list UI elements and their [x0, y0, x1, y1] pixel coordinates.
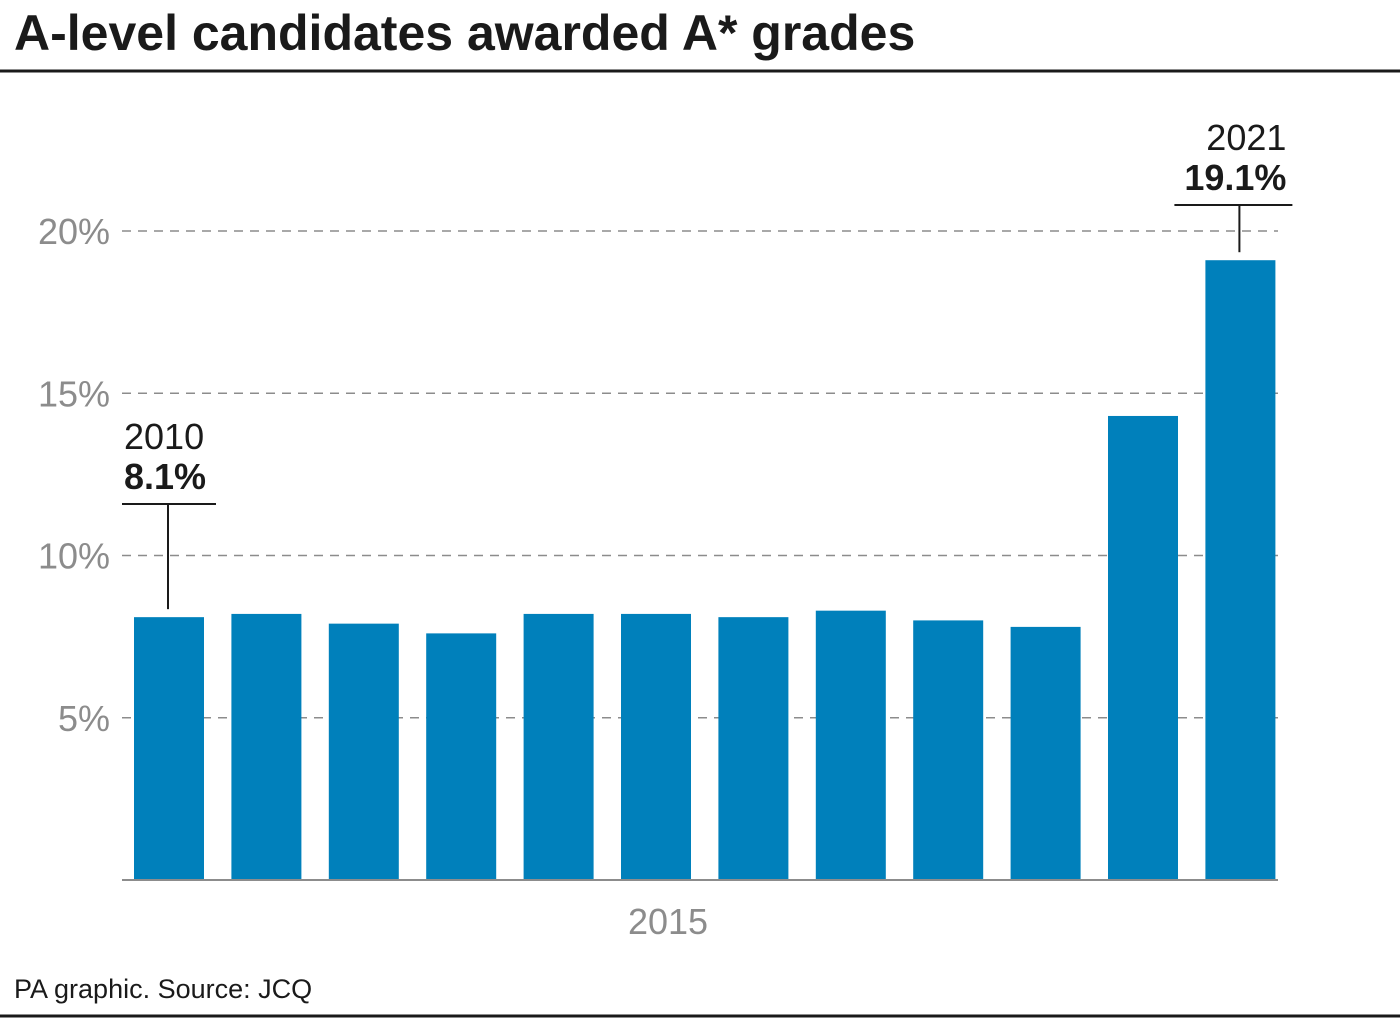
bar-2014 — [523, 613, 594, 880]
source-note: PA graphic. Source: JCQ — [14, 974, 312, 1004]
annotation-value: 19.1% — [1184, 157, 1286, 198]
bar-2018 — [913, 620, 984, 880]
annotation-year: 2010 — [124, 416, 204, 457]
bars — [134, 260, 1276, 881]
bar-2015 — [621, 613, 691, 880]
bar-2016 — [718, 617, 789, 880]
annotation-year: 2021 — [1206, 117, 1286, 158]
bar-2021 — [1205, 260, 1276, 881]
bar-2019 — [1010, 626, 1081, 880]
x-tick-label: 2015 — [628, 901, 708, 942]
bar-2020 — [1108, 415, 1178, 880]
y-tick-label: 15% — [38, 373, 110, 414]
gridlines — [122, 230, 1278, 719]
y-tick-label: 5% — [58, 698, 110, 739]
y-tick-label: 10% — [38, 536, 110, 577]
bar-2010 — [134, 617, 204, 880]
x-axis-ticks: 2015 — [628, 901, 708, 942]
annotation-value: 8.1% — [124, 456, 206, 497]
bar-2017 — [815, 610, 886, 880]
chart-title: A-level candidates awarded A* grades — [14, 5, 915, 61]
bar-2012 — [328, 623, 399, 880]
y-tick-label: 20% — [38, 211, 110, 252]
bar-2013 — [426, 633, 497, 880]
bar-2011 — [231, 613, 302, 880]
y-axis-ticks: 5% 10% 15% 20% — [38, 211, 110, 739]
